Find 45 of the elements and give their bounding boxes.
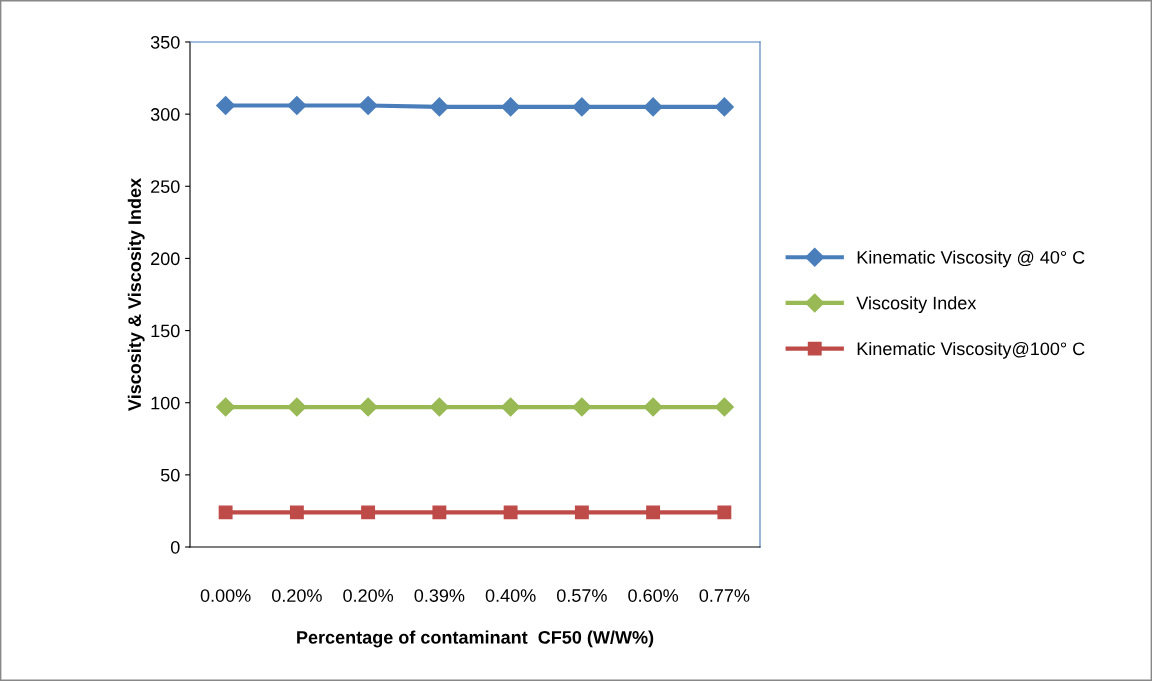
y-tick-label: 50 [160,468,180,482]
point [287,95,307,116]
point [501,97,521,117]
point [429,97,449,117]
point [572,97,592,117]
point [432,505,447,520]
x-tick-label: 0.20% [271,589,322,602]
point [358,397,378,417]
x-tick-label: 0.57% [556,589,607,602]
legend-label: Kinematic Viscosity@100° C [857,341,1085,359]
y-tick-label: 250 [151,180,180,194]
legend-label: Kinematic Viscosity @ 40° C [857,250,1085,268]
point [218,505,233,520]
point [216,397,236,417]
point [643,397,663,417]
x-axis-title: Percentage of contaminant CF50 (W/W%) [297,630,654,648]
x-tick-label: 0.60% [628,589,679,602]
point [216,95,236,116]
x-tick-label: 0.00% [200,589,251,602]
point [287,397,307,417]
y-tick-label: 200 [151,252,180,266]
y-tick-label: 0 [170,540,180,554]
x-tick-label: 0.20% [343,589,394,602]
legend-label: Viscosity Index [856,296,977,314]
y-tick-label: 150 [151,324,180,338]
point [714,397,734,417]
point [643,97,663,117]
point [646,505,661,520]
point [289,505,304,520]
x-tick-label: 0.77% [699,589,750,602]
point [429,397,449,417]
x-tick-label: 0.40% [485,589,536,602]
point [501,397,521,417]
x-tick-label: 0.39% [414,589,465,602]
point [503,505,518,520]
point [714,97,734,117]
point [574,505,589,520]
y-tick-label: 350 [150,35,180,49]
point [358,95,378,116]
y-tick-label: 100 [151,396,180,410]
y-tick-label: 300 [150,108,180,121]
point [572,397,592,417]
point [717,505,732,520]
point [361,505,376,520]
y-axis-title: Viscosity & Viscosity Index [127,178,145,411]
